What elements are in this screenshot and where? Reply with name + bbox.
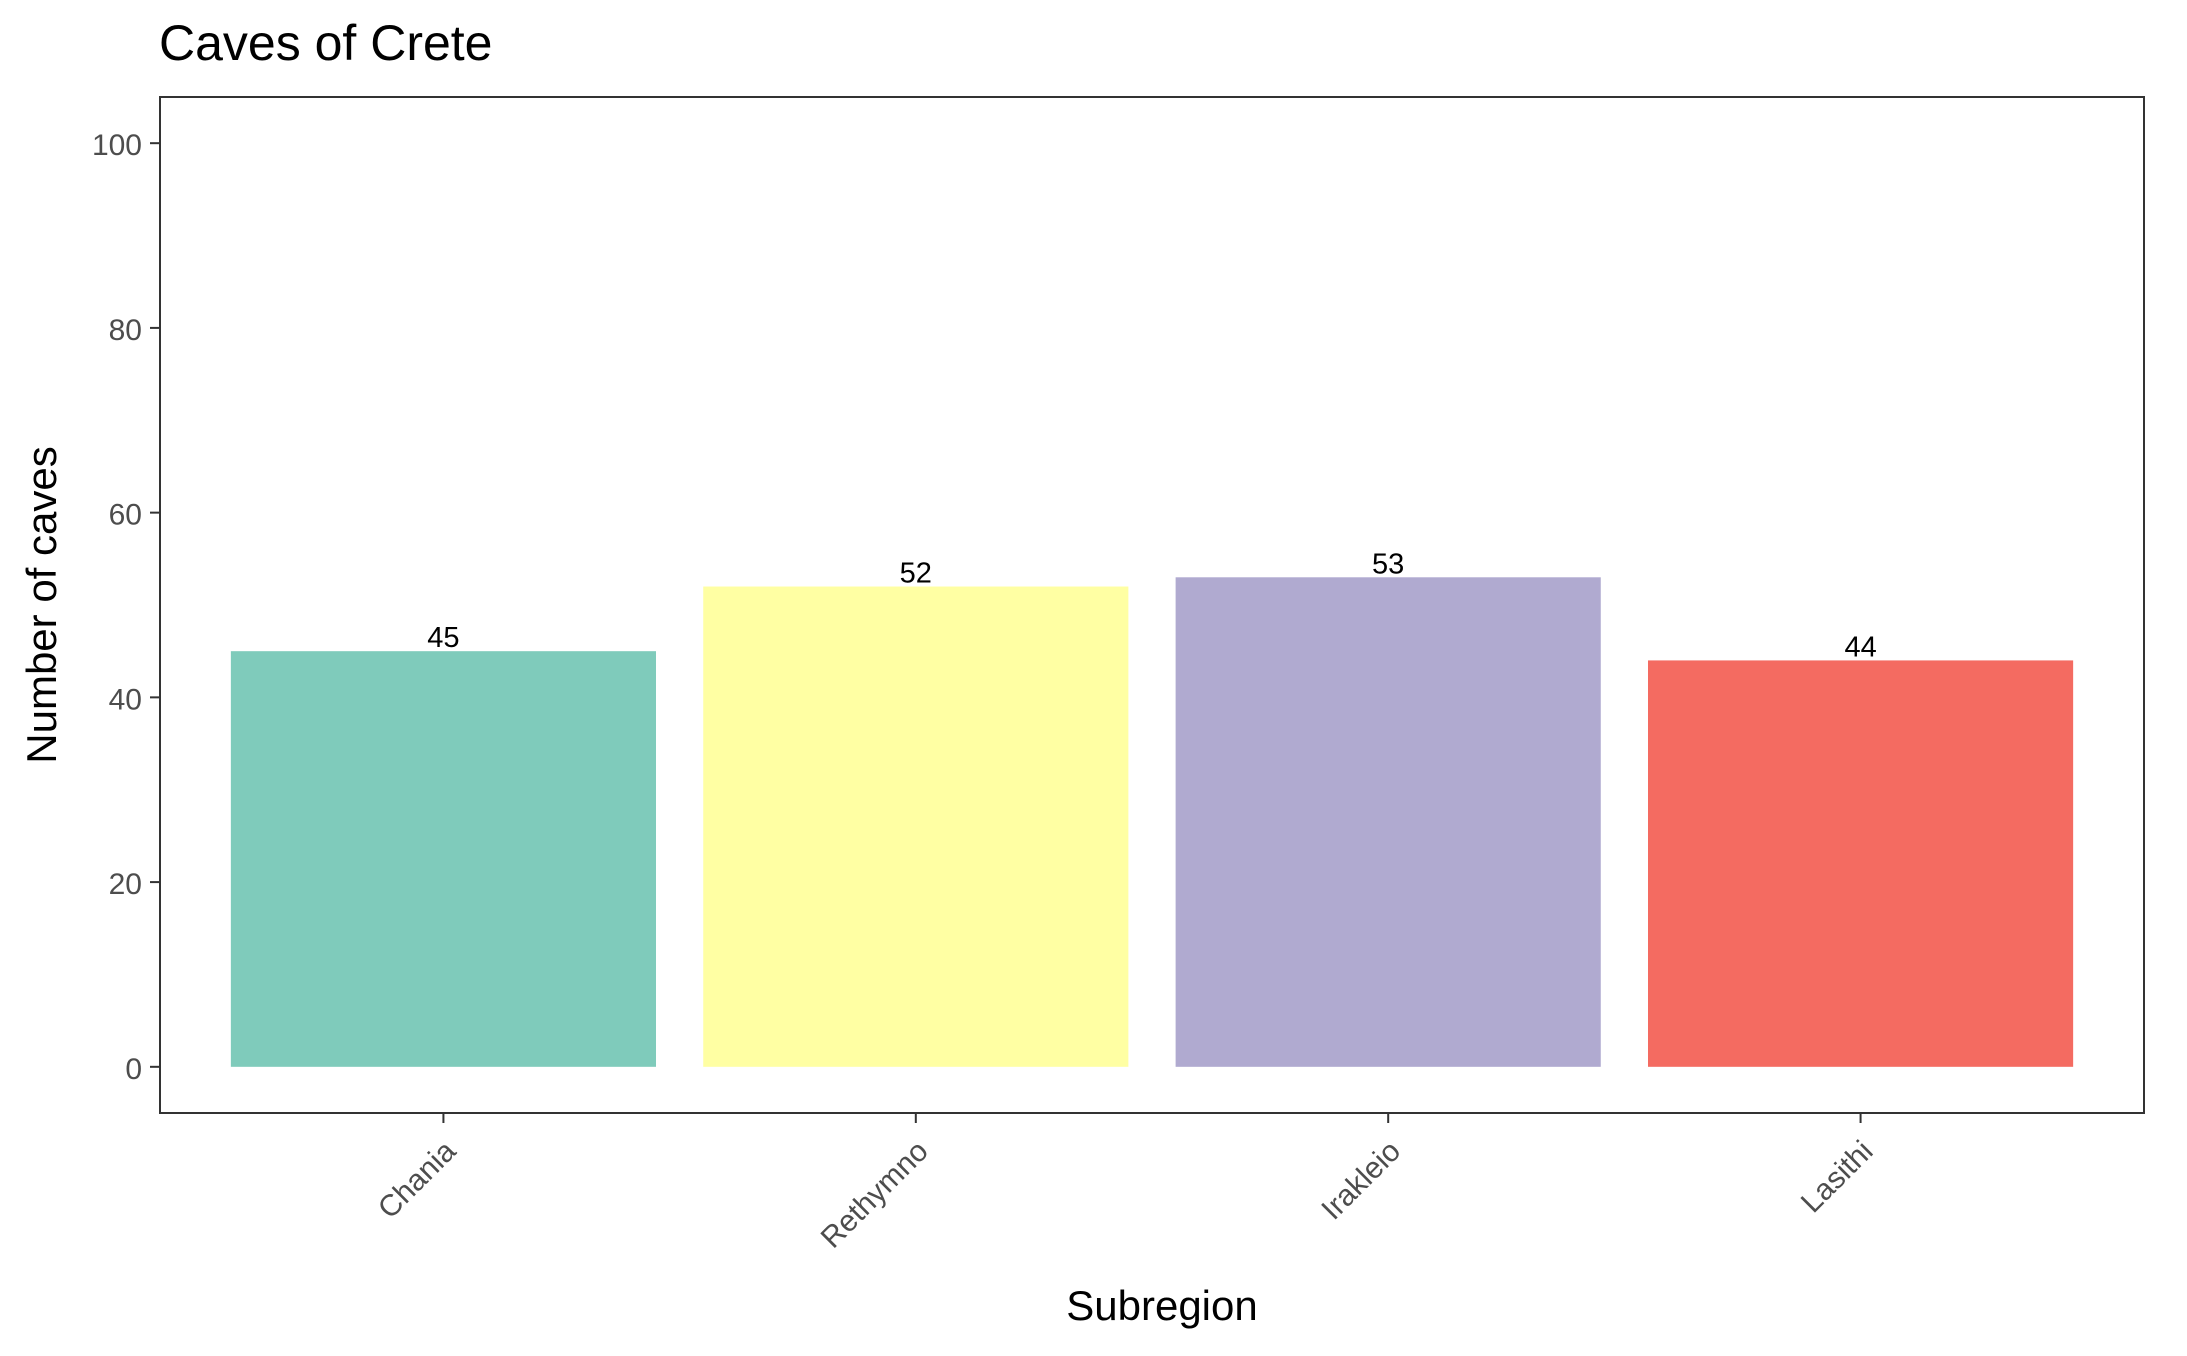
y-tick-label: 20 xyxy=(109,868,142,901)
y-axis: 0 20 40 60 80 100 xyxy=(92,129,160,1086)
y-tick-label: 60 xyxy=(109,499,142,532)
x-axis-title: Subregion xyxy=(1066,1282,1257,1329)
bars-group xyxy=(230,577,2074,1067)
bar-value-label: 44 xyxy=(1844,631,1876,663)
bar-value-label: 52 xyxy=(900,558,932,590)
y-tick-label: 100 xyxy=(92,129,142,162)
y-axis-title: Number of caves xyxy=(18,446,65,763)
y-tick-label: 40 xyxy=(109,683,142,716)
y-tick-label: 0 xyxy=(125,1053,142,1086)
bar-irakleio xyxy=(1175,577,1601,1067)
y-tick-label: 80 xyxy=(109,314,142,347)
panel-border xyxy=(159,96,2145,1114)
bar-value-label: 45 xyxy=(427,622,459,654)
bar-value-label: 53 xyxy=(1372,548,1404,580)
bar-chania xyxy=(230,651,656,1067)
chart-title: Caves of Crete xyxy=(159,15,492,71)
bar-rethymno xyxy=(703,586,1129,1067)
bar-lasithi xyxy=(1648,660,2074,1067)
bar-value-labels: 45 52 53 44 xyxy=(427,548,1876,663)
